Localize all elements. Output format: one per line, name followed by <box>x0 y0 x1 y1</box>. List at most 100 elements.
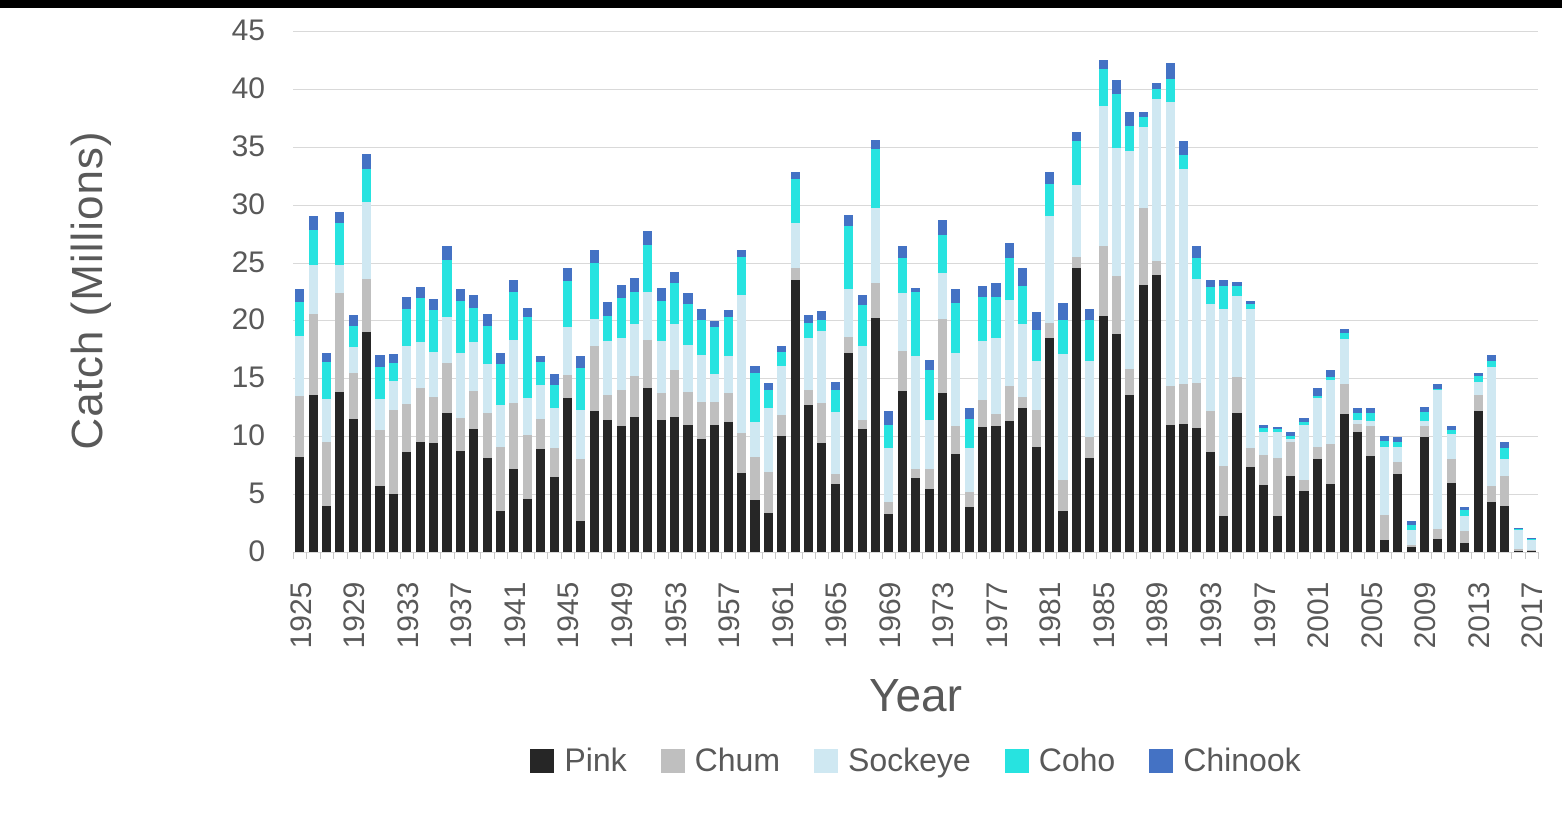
bar-segment-sockeye-1980 <box>1031 360 1041 410</box>
bar-column-1984 <box>1083 31 1096 552</box>
bar-segment-coho-1925 <box>295 301 305 336</box>
x-axis-tick <box>1497 552 1499 559</box>
x-axis-tick <box>721 552 723 559</box>
bar-segment-coho-1978 <box>1004 257 1014 300</box>
bar-segment-sockeye-2013 <box>1473 381 1483 395</box>
bar-segment-pink-1996 <box>1245 467 1255 552</box>
bar-segment-chum-1964 <box>817 402 827 444</box>
bar-segment-sockeye-2011 <box>1446 433 1456 460</box>
bar-segment-coho-1992 <box>1192 257 1202 279</box>
bar-segment-chum-1953 <box>670 370 680 417</box>
bar-segment-pink-2009 <box>1419 437 1430 552</box>
bar-column-2015 <box>1498 31 1511 552</box>
x-axis-tick <box>1123 552 1124 559</box>
bar-segment-coho-1955 <box>696 320 706 356</box>
top-edge-strip <box>0 0 1562 8</box>
bar-segment-chum-1936 <box>442 363 452 414</box>
bar-column-1941 <box>507 31 520 552</box>
x-axis-tick <box>1243 552 1245 559</box>
bar-segment-sockeye-1993 <box>1205 304 1215 411</box>
bar-column-2004 <box>1351 31 1364 552</box>
bar-column-1956 <box>708 31 721 552</box>
x-axis-tick <box>1149 552 1151 559</box>
x-axis-tick <box>895 552 897 559</box>
bar-segment-pink-2000 <box>1299 490 1309 552</box>
x-axis-tick <box>641 552 643 559</box>
bar-segment-coho-2011 <box>1446 430 1456 434</box>
bar-segment-sockeye-1981 <box>1045 216 1055 323</box>
bar-column-2009 <box>1418 31 1431 552</box>
x-axis-tick <box>426 552 428 559</box>
bar-segment-coho-2001 <box>1312 395 1322 399</box>
x-axis-tick <box>1069 552 1071 559</box>
bar-segment-chum-1941 <box>509 402 519 469</box>
bar-segment-chinook-1962 <box>790 172 800 180</box>
bar-segment-pink-1926 <box>308 394 318 552</box>
bar-segment-pink-1993 <box>1205 452 1215 552</box>
x-axis-tick <box>922 552 924 559</box>
bar-segment-chum-2004 <box>1353 423 1363 432</box>
bar-segment-coho-1981 <box>1045 183 1055 217</box>
x-tick-label-1993: 1993 <box>1195 581 1229 649</box>
y-tick-label-20: 20 <box>231 303 265 337</box>
x-axis-tick <box>413 552 415 559</box>
bar-segment-chum-2008 <box>1406 545 1416 548</box>
bar-column-1974 <box>949 31 962 552</box>
bar-segment-chinook-1968 <box>870 139 881 150</box>
y-tick-label-25: 25 <box>231 245 265 279</box>
bar-segment-coho-1965 <box>830 389 840 412</box>
bar-segment-pink-1925 <box>295 457 305 552</box>
bar-segment-chum-1975 <box>964 491 974 507</box>
bar-column-1946 <box>574 31 587 552</box>
x-axis-tick <box>1377 552 1379 559</box>
bar-segment-sockeye-1927 <box>321 399 332 443</box>
bar-segment-sockeye-2017 <box>1527 540 1537 550</box>
bar-column-1945 <box>561 31 574 552</box>
bar-segment-sockeye-1938 <box>469 342 479 392</box>
bar-segment-pink-1948 <box>603 420 613 552</box>
bar-segment-sockeye-1947 <box>589 319 599 346</box>
bar-segment-chinook-2016 <box>1513 527 1523 529</box>
bar-segment-chum-2002 <box>1326 444 1336 484</box>
bar-column-1978 <box>1003 31 1016 552</box>
x-axis-tick <box>293 552 294 559</box>
bar-column-1979 <box>1016 31 1029 552</box>
bar-segment-chum-2013 <box>1473 394 1483 411</box>
bar-segment-coho-1990 <box>1165 78 1175 102</box>
bar-segment-chinook-1958 <box>737 249 747 257</box>
bar-column-1989 <box>1150 31 1163 552</box>
bar-segment-pink-1936 <box>442 413 452 552</box>
pink-swatch-icon <box>530 748 555 773</box>
bar-column-1935 <box>427 31 440 552</box>
bar-segment-sockeye-1935 <box>429 351 439 397</box>
bar-segment-coho-1996 <box>1245 304 1255 309</box>
bar-segment-pink-2002 <box>1326 483 1336 552</box>
bar-segment-pink-1929 <box>348 418 358 552</box>
bar-segment-pink-2016 <box>1513 550 1523 552</box>
bar-segment-pink-1976 <box>978 426 988 552</box>
x-tick-label-1957: 1957 <box>713 581 747 649</box>
x-axis-tick <box>1176 552 1178 559</box>
bar-segment-chum-1942 <box>522 435 532 499</box>
bar-segment-sockeye-1991 <box>1178 168 1189 385</box>
bar-segment-pink-2005 <box>1366 455 1376 552</box>
x-axis-tick <box>681 552 683 559</box>
bar-segment-pink-1927 <box>321 505 332 552</box>
bar-column-1983 <box>1070 31 1083 552</box>
bar-segment-coho-2013 <box>1473 376 1483 382</box>
bar-segment-sockeye-2007 <box>1393 446 1403 462</box>
bar-segment-sockeye-1982 <box>1058 354 1068 481</box>
bar-segment-chum-1931 <box>375 430 385 487</box>
bar-segment-chinook-2015 <box>1500 442 1510 448</box>
chinook-swatch-icon <box>1149 748 1174 773</box>
x-axis-tick <box>748 552 750 559</box>
bar-column-1960 <box>762 31 775 552</box>
bar-segment-pink-2013 <box>1473 410 1483 552</box>
bar-segment-chinook-1929 <box>348 314 358 327</box>
bar-segment-pink-1991 <box>1178 423 1189 552</box>
bar-segment-coho-1960 <box>763 389 773 409</box>
bar-segment-coho-1985 <box>1098 69 1108 107</box>
x-axis-tick <box>1350 552 1352 559</box>
bar-segment-sockeye-1999 <box>1286 438 1296 443</box>
bar-segment-coho-1998 <box>1272 429 1282 432</box>
